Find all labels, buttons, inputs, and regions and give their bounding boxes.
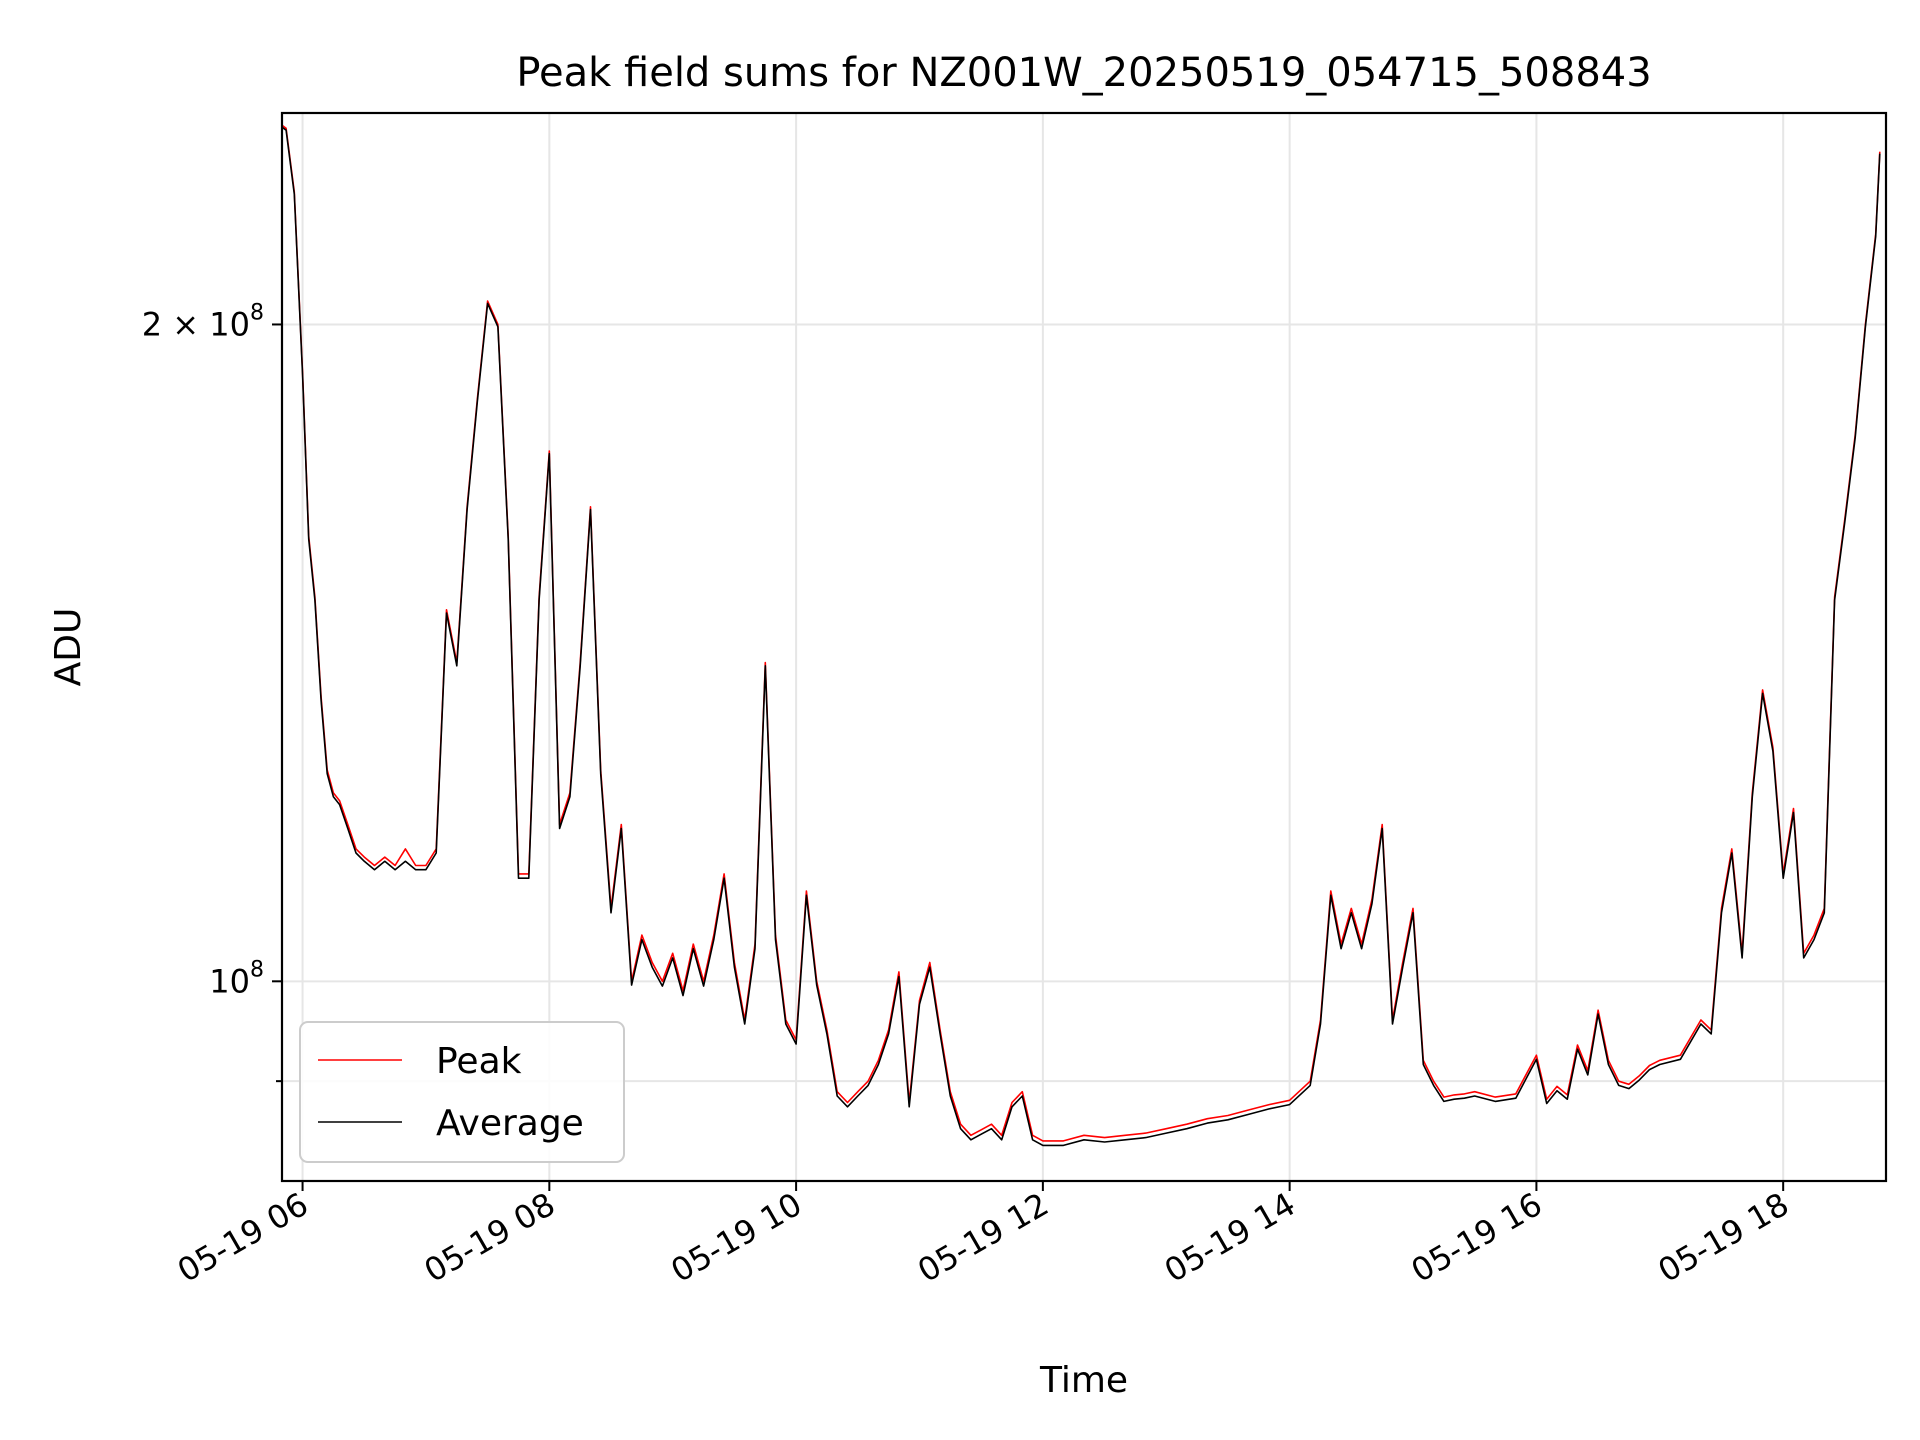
y-axis-label: ADU (48, 608, 89, 687)
y-tick-label-exponent: 8 (250, 957, 264, 982)
plot-frame (280, 111, 1888, 1183)
y-tick-label: 108 (209, 957, 264, 1000)
legend: Peak Average (299, 1021, 625, 1163)
legend-label-average: Average (436, 1103, 584, 1144)
y-tick-label-exponent: 8 (250, 300, 264, 325)
legend-label-peak: Peak (436, 1041, 522, 1082)
chart-title: Peak field sums for NZ001W_20250519_0547… (516, 50, 1651, 96)
y-tick-label-base: 10 (209, 962, 250, 1000)
y-tick-label: 2 × 108 (142, 300, 264, 343)
series-line-average (282, 126, 1881, 1147)
series-layer (282, 124, 1881, 1147)
legend-box (299, 1021, 625, 1163)
y-tick-label-base: 2 × 10 (142, 305, 250, 343)
x-axis-label: Time (1039, 1360, 1128, 1401)
